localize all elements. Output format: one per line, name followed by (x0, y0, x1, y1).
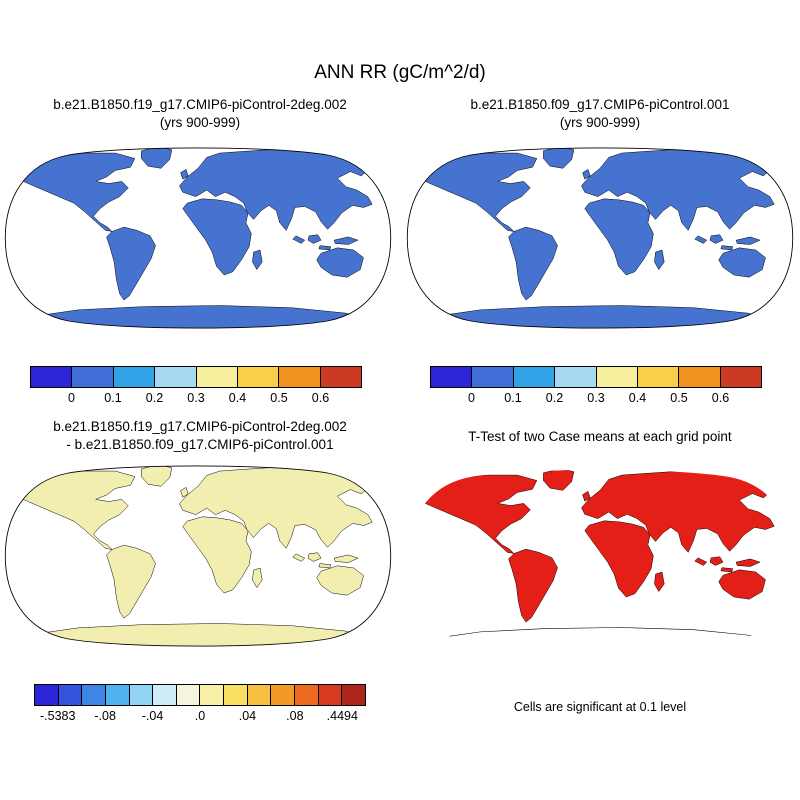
colorbar-segment (155, 367, 197, 387)
colorbar-segment (596, 367, 638, 387)
colorbar-segment (35, 685, 59, 705)
colorbar-labels: 0 0.1 0.2 0.3 0.4 0.5 0.6 (430, 391, 762, 409)
colorbar-segment (279, 367, 321, 387)
panel-title-bottom-right: T-Test of two Case means at each grid po… (400, 428, 800, 446)
panel-title-line1: b.e21.B1850.f09_g17.CMIP6-piControl.001 (470, 97, 730, 112)
panel-title-top-left: b.e21.B1850.f19_g17.CMIP6-piControl-2deg… (0, 96, 400, 132)
colorbar-rr-right: 0 0.1 0.2 0.3 0.4 0.5 0.6 (430, 366, 762, 409)
panel-title-line1: T-Test of two Case means at each grid po… (468, 429, 732, 444)
colorbar-tick-label: -.08 (94, 709, 116, 723)
colorbar-segment (176, 685, 201, 705)
colorbar-difference: -.5383 -.08 -.04 .0 .04 .08 .4494 (34, 684, 366, 727)
colorbar-labels: -.5383 -.08 -.04 .0 .04 .08 .4494 (34, 709, 366, 727)
colorbar-segment (318, 685, 343, 705)
colorbar-tick-label: 0.2 (545, 391, 564, 405)
colorbar-segment (72, 367, 114, 387)
colorbar-tick-label: 0.2 (145, 391, 164, 405)
colorbar-tick-label: -.5383 (39, 709, 76, 723)
colorbar-segment (247, 685, 272, 705)
panel-title-line1: b.e21.B1850.f19_g17.CMIP6-piControl-2deg… (53, 97, 347, 112)
colorbar-segments (430, 366, 762, 388)
colorbar-segment (431, 367, 473, 387)
colorbar-tick-label: .4494 (326, 709, 358, 723)
colorbar-segment (271, 685, 296, 705)
colorbar-tick-label: 0 (68, 391, 75, 405)
colorbar-tick-label: 0.4 (628, 391, 647, 405)
colorbar-segment (295, 685, 319, 705)
colorbar-tick-label: 0 (468, 391, 475, 405)
colorbar-tick-label: 0.6 (311, 391, 330, 405)
colorbar-segment (513, 367, 556, 387)
colorbar-segment (113, 367, 156, 387)
colorbar-segment (320, 367, 361, 387)
colorbar-segments (30, 366, 362, 388)
panel-title-line1: b.e21.B1850.f19_g17.CMIP6-piControl-2deg… (53, 419, 347, 434)
colorbar-segment (342, 685, 365, 705)
figure-title: ANN RR (gC/m^2/d) (314, 62, 486, 83)
colorbar-tick-label: -.04 (141, 709, 164, 723)
panel-title-line2: (yrs 900-999) (559, 114, 641, 130)
panel-title-line2: - b.e21.B1850.f09_g17.CMIP6-piControl.00… (66, 436, 334, 452)
colorbar-segment (105, 685, 130, 705)
colorbar-segment (196, 367, 238, 387)
colorbar-tick-label: 0.6 (711, 391, 730, 405)
colorbar-labels: 0 0.1 0.2 0.3 0.4 0.5 0.6 (30, 391, 362, 409)
colorbar-segments (34, 684, 366, 706)
colorbar-tick-label: 0.3 (587, 391, 605, 405)
map-rr-case1 (4, 147, 392, 329)
significance-caption: Cells are significant at 0.1 level (513, 700, 687, 714)
colorbar-segment (31, 367, 73, 387)
colorbar-tick-label: 0.3 (187, 391, 205, 405)
colorbar-segment (82, 685, 106, 705)
colorbar-segment (58, 685, 83, 705)
colorbar-segment (224, 685, 248, 705)
colorbar-tick-label: .0 (194, 709, 206, 723)
colorbar-segment (153, 685, 177, 705)
colorbar-tick-label: 0.5 (270, 391, 288, 405)
colorbar-segment (637, 367, 680, 387)
colorbar-segment (720, 367, 761, 387)
colorbar-tick-label: 0.1 (504, 391, 522, 405)
colorbar-tick-label: 0.5 (670, 391, 688, 405)
colorbar-tick-label: 0.4 (228, 391, 247, 405)
map-rr-case2 (406, 147, 794, 329)
colorbar-segment (237, 367, 280, 387)
map-difference (4, 465, 392, 647)
colorbar-tick-label: .08 (286, 709, 304, 723)
colorbar-rr-left: 0 0.1 0.2 0.3 0.4 0.5 0.6 (30, 366, 362, 409)
colorbar-tick-label: 0.1 (104, 391, 122, 405)
colorbar-segment (129, 685, 154, 705)
panel-title-top-right: b.e21.B1850.f09_g17.CMIP6-piControl.001 … (400, 96, 800, 132)
map-ttest (418, 469, 788, 651)
colorbar-segment (200, 685, 225, 705)
colorbar-tick-label: .04 (238, 709, 257, 723)
colorbar-segment (555, 367, 597, 387)
panel-title-bottom-left: b.e21.B1850.f19_g17.CMIP6-piControl-2deg… (0, 418, 400, 454)
panel-title-line2: (yrs 900-999) (159, 114, 241, 130)
colorbar-segment (679, 367, 721, 387)
colorbar-segment (472, 367, 514, 387)
